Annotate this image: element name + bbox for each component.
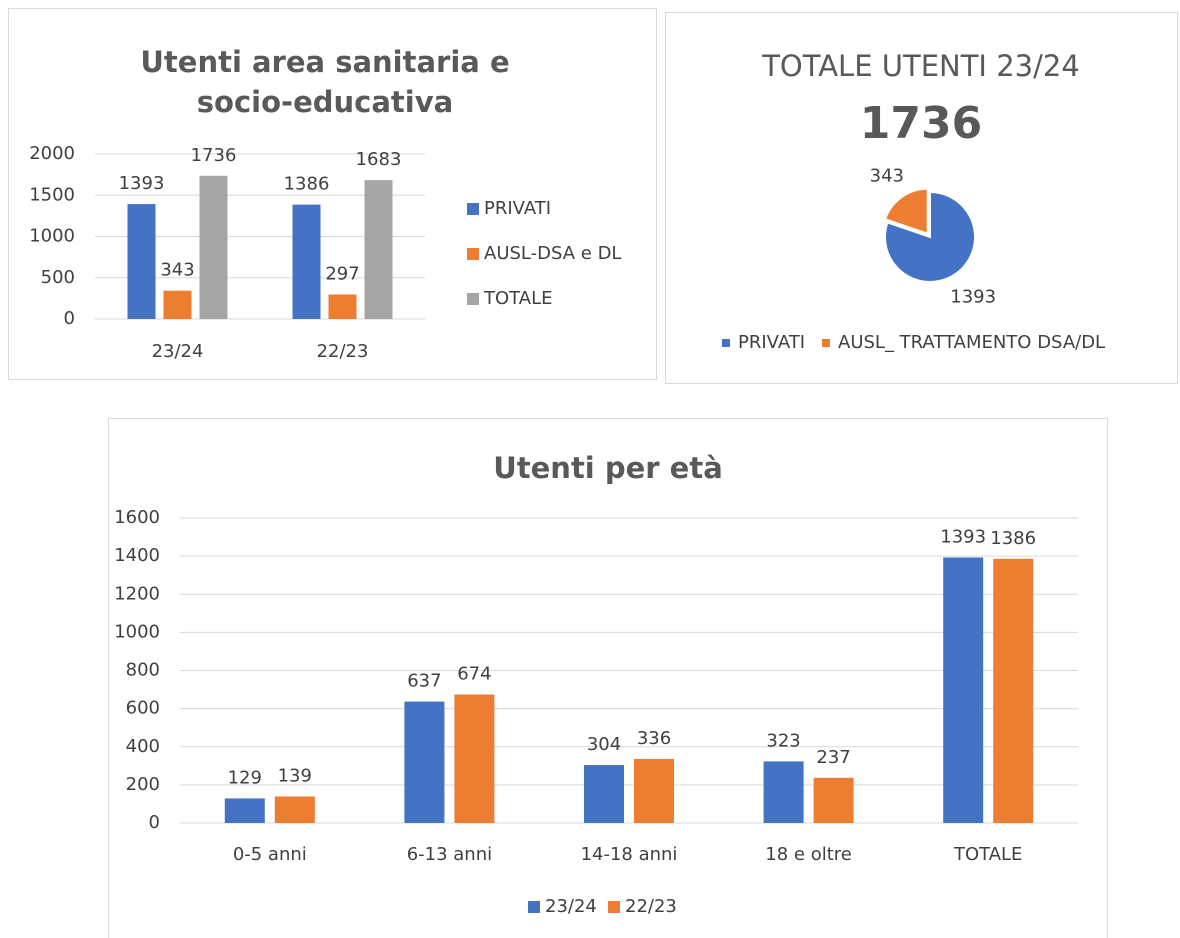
bar [813, 777, 854, 823]
legend-swatch [467, 203, 479, 215]
data-label: 304 [587, 734, 621, 755]
chart-subtitle: 1736 [859, 98, 983, 149]
data-label: 343 [870, 166, 904, 187]
y-tick-label: 500 [41, 267, 75, 288]
data-label: 139 [278, 766, 312, 787]
chart-title: Utenti area sanitaria e socio-educativa [140, 45, 510, 119]
y-tick-label: 1400 [114, 545, 160, 566]
x-tick-label: 23/24 [152, 341, 204, 362]
legend-swatch [608, 901, 620, 913]
bar [292, 204, 321, 319]
bar [127, 204, 156, 319]
bar [199, 175, 228, 319]
legend-label: 23/24 [545, 896, 597, 917]
y-tick-label: 2000 [29, 143, 75, 164]
y-tick-label: 1200 [114, 583, 160, 604]
y-tick-label: 1500 [29, 184, 75, 205]
bar [274, 796, 315, 823]
legend-swatch [722, 339, 730, 347]
y-tick-label: 0 [64, 308, 75, 329]
chart-title: TOTALE UTENTI 23/24 [762, 49, 1080, 83]
bar [943, 557, 984, 823]
bar [364, 180, 393, 319]
legend-swatch [467, 248, 479, 260]
chart-title: Utenti per età [493, 451, 723, 485]
data-label: 323 [766, 730, 800, 751]
x-tick-label: 6-13 anni [407, 844, 492, 865]
bar [763, 761, 804, 823]
bar [993, 558, 1034, 823]
y-tick-label: 1000 [29, 226, 75, 247]
chart-frame [108, 418, 1108, 938]
x-tick-label: 0-5 anni [233, 844, 307, 865]
data-label: 1393 [940, 526, 986, 547]
y-tick-label: 800 [126, 660, 160, 681]
data-label: 237 [816, 747, 850, 768]
data-label: 343 [160, 260, 194, 281]
bar [328, 294, 357, 319]
data-label: 1386 [990, 528, 1036, 549]
y-tick-label: 1000 [114, 621, 160, 642]
legend-swatch [467, 293, 479, 305]
bar [224, 798, 265, 823]
data-label: 1393 [950, 286, 996, 307]
bar [404, 701, 445, 823]
bar [163, 290, 192, 319]
y-tick-label: 600 [126, 698, 160, 719]
y-tick-label: 400 [126, 736, 160, 757]
legend-swatch [528, 901, 540, 913]
data-label: 1683 [356, 149, 402, 170]
legend-label: AUSL_ TRATTAMENTO DSA/DL [838, 332, 1105, 353]
legend-label: TOTALE [483, 288, 552, 309]
legend-label: 22/23 [625, 896, 677, 917]
data-label: 1386 [284, 174, 330, 195]
bar [634, 758, 674, 823]
y-tick-label: 200 [126, 774, 160, 795]
legend-label: PRIVATI [484, 198, 551, 219]
legend-swatch [822, 339, 830, 347]
data-label: 1393 [119, 173, 165, 194]
bar [584, 765, 624, 823]
legend-label: PRIVATI [738, 332, 805, 353]
x-tick-label: 22/23 [317, 341, 369, 362]
x-tick-label: 14-18 anni [581, 844, 678, 865]
data-label: 637 [407, 671, 441, 692]
pie-slice [884, 190, 976, 283]
data-label: 129 [228, 767, 262, 788]
x-tick-label: TOTALE [953, 844, 1022, 865]
data-label: 674 [457, 664, 491, 685]
legend-label: AUSL-DSA e DL [484, 243, 621, 264]
data-label: 336 [637, 728, 671, 749]
pie-slice [883, 187, 929, 236]
y-tick-label: 1600 [114, 507, 160, 528]
data-label: 1736 [191, 145, 237, 166]
data-label: 297 [325, 263, 359, 284]
y-tick-label: 0 [149, 812, 160, 833]
bar [454, 694, 495, 823]
x-tick-label: 18 e oltre [765, 844, 852, 865]
